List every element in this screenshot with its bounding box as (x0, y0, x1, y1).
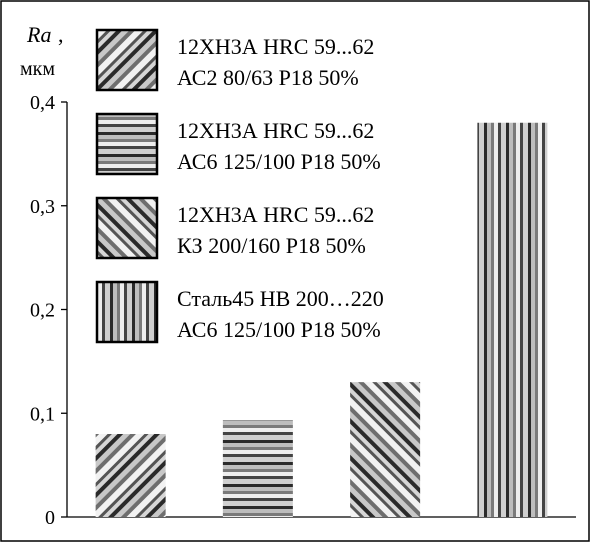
legend-label-line1: 12ХН3А HRC 59...62 (177, 34, 374, 59)
legend-label-line1: 12ХН3А HRC 59...62 (177, 202, 374, 227)
y-axis-label-separator: , (58, 22, 64, 47)
bars-group (95, 122, 548, 517)
y-tick-label: 0,3 (30, 196, 55, 218)
legend-label-line2: КЗ 200/160 Р18 50% (177, 233, 366, 258)
legend-swatch-3 (95, 196, 159, 260)
y-tick-label: 0,2 (30, 300, 55, 322)
bar-4 (477, 122, 548, 517)
legend-swatch-2 (95, 112, 159, 176)
legend: 12ХН3А HRC 59...62 АС2 80/63 Р18 50% 12ХН3… (95, 28, 384, 344)
legend-swatch-1 (95, 28, 159, 92)
bar-3 (350, 382, 421, 517)
y-tick-label: 0 (45, 507, 55, 529)
legend-label-line2: АС2 80/63 Р18 50% (177, 65, 359, 90)
legend-label-line2: АС6 125/100 Р18 50% (177, 149, 381, 174)
bar-2 (222, 420, 293, 517)
legend-label-line2: АС6 125/100 Р18 50% (177, 317, 381, 342)
y-axis-unit: мкм (20, 58, 55, 80)
bar-1 (95, 434, 166, 517)
legend-swatch-4 (95, 280, 159, 344)
legend-label-line1: 12ХН3А HRC 59...62 (177, 118, 374, 143)
y-axis-label: Ra (26, 22, 51, 47)
legend-label-line1: Сталь45 НВ 200…220 (177, 286, 384, 311)
y-axis-ticks: 0 0,1 0,2 0,3 0,4 (30, 92, 67, 529)
y-tick-label: 0,1 (30, 403, 55, 425)
y-tick-label: 0,4 (30, 92, 55, 114)
